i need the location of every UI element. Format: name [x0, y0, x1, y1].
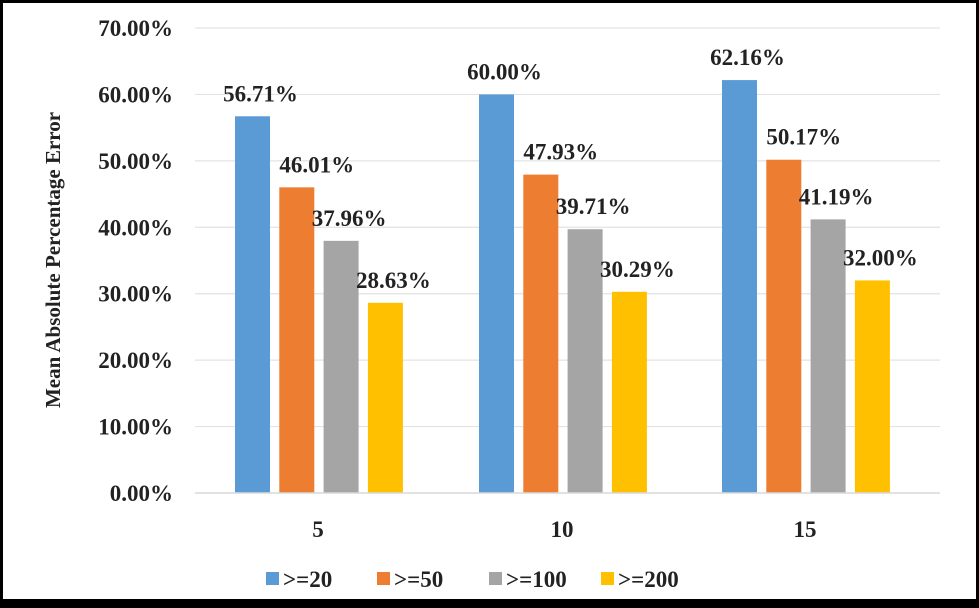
legend-swatch: [489, 572, 502, 585]
bar-200-10: [611, 291, 647, 493]
data-label: 47.93%: [523, 140, 598, 165]
y-axis-ticks: 0.00% 10.00% 20.00% 30.00% 40.00% 50.00% 60.00…: [98, 16, 173, 506]
y-tick-label: 50.00%: [98, 149, 173, 174]
legend-label: >=200: [618, 567, 679, 592]
bar-50-15: [766, 159, 802, 494]
y-tick-label: 0.00%: [110, 481, 173, 506]
x-tick-label: 10: [551, 517, 574, 542]
bar-50-5: [279, 187, 315, 494]
data-label: 37.96%: [312, 206, 387, 231]
y-tick-label: 70.00%: [98, 16, 173, 41]
y-tick-label: 20.00%: [98, 348, 173, 373]
y-axis-title: Mean Absolute Percentage Error: [41, 112, 65, 408]
x-axis-ticks: 5 10 15: [312, 517, 816, 542]
bars: [235, 80, 890, 494]
data-label: 30.29%: [600, 257, 675, 282]
bar-200-5: [367, 302, 403, 493]
data-label: 32.00%: [843, 245, 918, 270]
y-tick-label: 40.00%: [98, 215, 173, 240]
data-label: 28.63%: [356, 268, 431, 293]
legend-swatch: [601, 572, 614, 585]
legend-label: >=20: [283, 567, 332, 592]
y-tick-label: 60.00%: [98, 82, 173, 107]
x-tick-label: 15: [794, 517, 817, 542]
bar-20-15: [722, 80, 757, 493]
data-label: 41.19%: [799, 184, 874, 209]
data-label: 46.01%: [279, 152, 354, 177]
data-label: 50.17%: [766, 125, 841, 150]
data-labels: 56.71% 46.01% 37.96% 28.63% 60.00% 47.93% 39.7…: [223, 45, 918, 293]
data-label: 56.71%: [223, 81, 298, 106]
bar-20-10: [479, 94, 514, 493]
legend-swatch: [266, 572, 279, 585]
data-label: 39.71%: [556, 194, 631, 219]
y-tick-label: 10.00%: [98, 415, 173, 440]
data-label: 62.16%: [710, 45, 785, 70]
bar-100-15: [810, 219, 846, 493]
legend-swatch: [377, 572, 390, 585]
legend: >=20 >=50 >=100 >=200: [266, 567, 679, 592]
chart-frame: 0.00% 10.00% 20.00% 30.00% 40.00% 50.00% 60.00…: [3, 3, 976, 599]
bar-50-10: [523, 174, 559, 494]
bar-20-5: [235, 116, 270, 493]
legend-label: >=100: [506, 567, 567, 592]
x-tick-label: 5: [312, 517, 324, 542]
bar-100-10: [567, 229, 603, 493]
y-tick-label: 30.00%: [98, 282, 173, 307]
bar-chart: 0.00% 10.00% 20.00% 30.00% 40.00% 50.00% 60.00…: [41, 16, 940, 592]
gridlines: [195, 27, 940, 428]
data-label: 60.00%: [467, 59, 542, 84]
bar-200-15: [854, 280, 890, 493]
bar-100-5: [323, 240, 359, 493]
legend-label: >=50: [394, 567, 443, 592]
